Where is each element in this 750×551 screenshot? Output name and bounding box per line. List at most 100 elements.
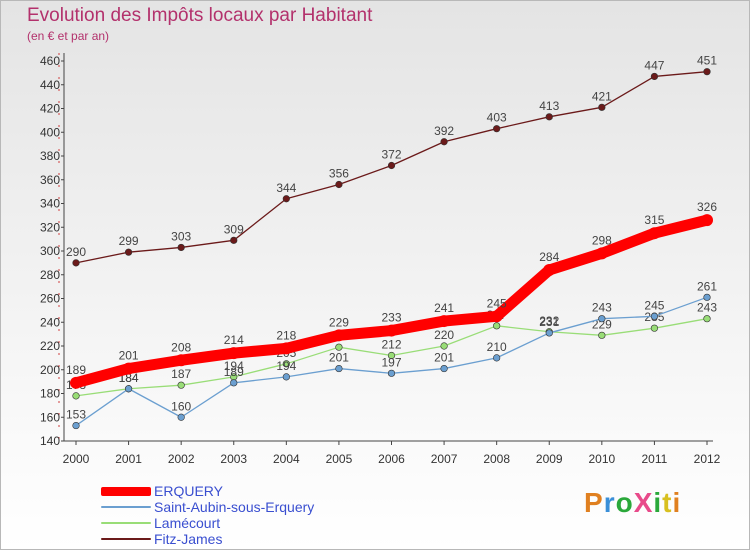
data-label: 194 <box>276 359 296 373</box>
data-label: 356 <box>329 167 349 181</box>
data-point <box>227 347 240 360</box>
x-tick-label: 2011 <box>642 452 668 466</box>
data-point <box>385 324 398 337</box>
y-tick-label: 340 <box>40 197 60 211</box>
data-point <box>335 343 343 351</box>
data-label: 303 <box>171 229 191 243</box>
y-tick-label: 140 <box>40 434 60 448</box>
data-point <box>703 315 711 323</box>
data-point <box>282 373 290 381</box>
data-label: 451 <box>697 54 717 68</box>
data-point <box>545 329 553 337</box>
data-label: 290 <box>66 245 86 259</box>
y-tick-label: 280 <box>40 268 60 282</box>
data-point <box>72 259 80 267</box>
chart-title: Evolution des Impôts locaux par Habitant <box>27 5 373 26</box>
brand-letter: t <box>662 487 673 518</box>
data-label: 189 <box>224 365 244 379</box>
y-tick-label: 160 <box>40 410 60 424</box>
y-tick-label: 420 <box>40 102 60 116</box>
y-tick-label: 320 <box>40 220 60 234</box>
data-label: 392 <box>434 124 454 138</box>
data-point <box>595 247 608 260</box>
brand-letter: r <box>603 487 616 518</box>
legend-label: Lamécourt <box>154 515 221 531</box>
data-point <box>387 351 396 360</box>
data-label: 229 <box>329 315 349 329</box>
data-label: 372 <box>381 148 401 162</box>
legend-swatch <box>101 486 151 496</box>
data-point <box>175 354 188 367</box>
data-point <box>598 315 606 323</box>
data-point <box>387 161 396 170</box>
data-label: 214 <box>224 333 244 347</box>
data-label: 261 <box>697 279 717 293</box>
data-point <box>493 322 501 330</box>
brand-logo: ProXiti <box>584 487 681 519</box>
legend-label: Fitz-James <box>154 531 223 547</box>
data-label: 315 <box>644 213 664 227</box>
data-label: 326 <box>697 200 717 214</box>
data-point <box>387 369 396 377</box>
data-label: 284 <box>539 250 559 264</box>
data-label: 231 <box>539 315 559 329</box>
data-label: 201 <box>434 351 454 365</box>
data-label: 413 <box>539 99 559 113</box>
x-tick-label: 2005 <box>326 452 353 466</box>
legend-item: Fitz-James <box>101 531 314 547</box>
x-tick-label: 2000 <box>63 452 90 466</box>
data-point <box>545 113 553 121</box>
legend-swatch <box>101 522 151 524</box>
brand-letter: o <box>615 487 634 518</box>
y-tick-label: 380 <box>40 149 60 163</box>
legend-item: Saint-Aubin-sous-Erquery <box>101 499 314 515</box>
data-point <box>701 214 713 227</box>
data-point <box>440 138 448 146</box>
data-label: 229 <box>592 317 612 331</box>
data-label: 189 <box>66 363 86 377</box>
data-label: 232 <box>539 314 559 328</box>
x-tick-label: 2002 <box>168 452 195 466</box>
data-label: 153 <box>66 408 86 422</box>
y-tick-label: 200 <box>40 363 60 377</box>
data-point <box>648 227 661 240</box>
x-tick-label: 2003 <box>220 452 247 466</box>
data-label: 309 <box>224 222 244 236</box>
y-tick-label: 460 <box>40 54 60 68</box>
legend-swatch <box>101 538 151 540</box>
brand-letter: i <box>672 487 682 518</box>
chart-subtitle: (en € et par an) <box>27 29 110 43</box>
x-tick-label: 2006 <box>378 452 405 466</box>
data-label: 218 <box>276 328 296 342</box>
y-tick-label: 180 <box>40 387 60 401</box>
data-point <box>440 342 448 350</box>
data-label: 344 <box>276 181 296 195</box>
brand-letter: P <box>584 487 604 518</box>
y-tick-label: 440 <box>40 78 60 92</box>
data-label: 243 <box>592 301 612 315</box>
data-label: 220 <box>434 328 454 342</box>
data-point <box>335 180 343 189</box>
data-point <box>177 243 185 252</box>
data-point <box>703 68 711 76</box>
data-label: 243 <box>697 301 717 315</box>
data-point <box>543 264 556 276</box>
y-tick-label: 260 <box>40 292 60 306</box>
data-point <box>598 331 606 339</box>
data-point <box>177 413 185 421</box>
x-tick-label: 2001 <box>115 452 142 466</box>
data-label: 447 <box>644 58 664 72</box>
data-label: 160 <box>171 399 191 413</box>
legend-swatch <box>101 506 151 508</box>
data-label: 208 <box>171 340 191 354</box>
data-label: 298 <box>592 233 612 247</box>
data-point <box>282 360 290 368</box>
data-point <box>703 293 711 301</box>
data-point <box>230 379 238 387</box>
data-label: 212 <box>381 338 401 352</box>
y-tick-label: 240 <box>40 315 60 329</box>
y-tick-label: 400 <box>40 125 60 139</box>
x-tick-label: 2008 <box>483 452 510 466</box>
data-label: 210 <box>487 340 507 354</box>
